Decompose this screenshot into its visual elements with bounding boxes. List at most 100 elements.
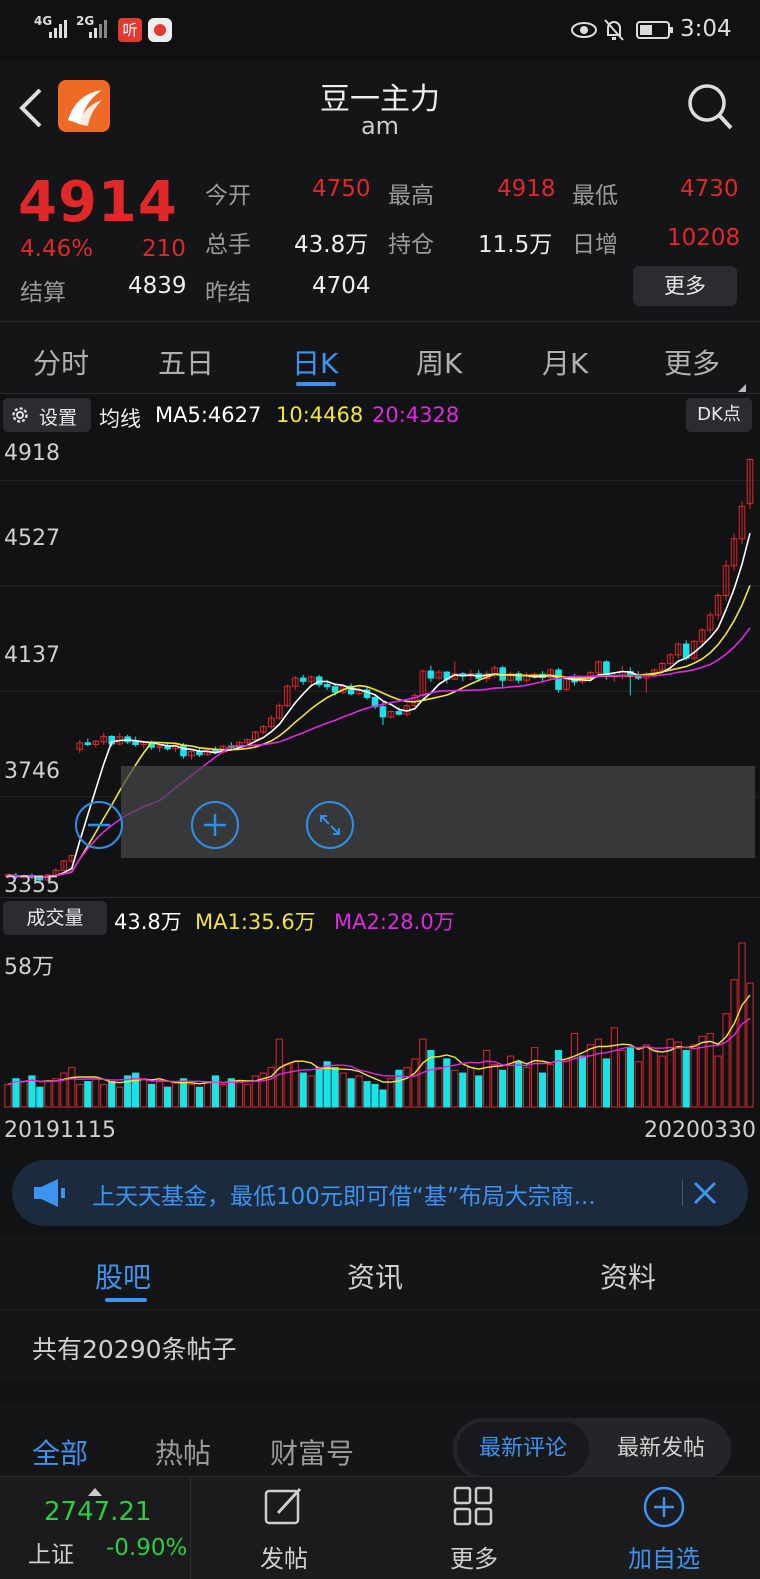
settle-label: 结算 [20, 280, 66, 306]
tab-more[interactable]: 更多 [664, 347, 721, 380]
back-icon[interactable] [16, 86, 46, 134]
candle-body [100, 735, 108, 743]
promo-banner[interactable]: 上天天基金，最低100元即可借“基”布局大宗商... [12, 1160, 748, 1226]
settings-button[interactable]: 设置 [3, 398, 91, 432]
bell-off-icon [602, 17, 626, 49]
candle-body [722, 565, 730, 596]
volume-bar [554, 1049, 563, 1108]
nav-add-watchlist[interactable]: 加自选 [604, 1485, 724, 1575]
candle-body [427, 670, 435, 679]
volume-bar [411, 1058, 419, 1108]
volume-bar [690, 1044, 698, 1108]
volume-bar [132, 1072, 140, 1108]
ma5-value: MA5:4627 [155, 403, 262, 427]
volume-bar [68, 1066, 76, 1108]
tab-five-day[interactable]: 五日 [158, 347, 215, 380]
volume-bar [491, 1064, 499, 1108]
volume-bar [251, 1075, 259, 1108]
volume-bar [714, 1055, 722, 1108]
signal-icon-2 [88, 18, 110, 40]
price-axis-label: 3355 [4, 873, 60, 898]
index-value[interactable]: 2747.21 [44, 1497, 152, 1527]
candle-body [283, 685, 291, 707]
kline-chart[interactable]: 4918 4527 4137 3746 3355 [0, 437, 760, 898]
fullscreen-icon[interactable] [305, 800, 355, 854]
nav-post[interactable]: 发帖 [224, 1485, 344, 1575]
volume-bar [331, 1066, 339, 1108]
index-name[interactable]: 上证 [28, 1542, 74, 1568]
volume-bar [203, 1081, 212, 1108]
price-axis-label: 3746 [4, 759, 60, 784]
volume-bar [147, 1083, 156, 1108]
zoom-out-icon[interactable] [74, 800, 124, 854]
app-logo [58, 80, 110, 132]
volume-bar [339, 1072, 347, 1108]
candle-body [291, 677, 299, 687]
candle-body [92, 740, 100, 745]
volume-bar [28, 1075, 36, 1108]
date-axis-start: 20191115 [4, 1118, 116, 1143]
candle-body [60, 860, 68, 871]
prev-settle-label: 昨结 [205, 280, 251, 306]
volume-indicator-button[interactable]: 成交量 [3, 901, 107, 935]
status-bar: 4G 2G 听 3:04 [0, 0, 760, 60]
price-axis-label: 4137 [4, 643, 60, 668]
nav-more[interactable]: 更多 [414, 1485, 534, 1575]
nav-divider [190, 1477, 191, 1579]
section-tabs: 股吧 资讯 资料 [0, 1236, 760, 1310]
tab-intraday[interactable]: 分时 [33, 347, 90, 380]
filter-hot[interactable]: 热帖 [155, 1437, 212, 1470]
close-icon[interactable] [692, 1180, 718, 1210]
sort-latest-comment[interactable]: 最新评论 [457, 1422, 589, 1476]
candle-body [395, 711, 403, 715]
volume-bar [187, 1083, 196, 1108]
volume-bar [427, 1049, 435, 1108]
candle-body [515, 673, 522, 681]
volume-bar [483, 1049, 491, 1108]
volume-bar [259, 1072, 267, 1108]
tab-guba[interactable]: 股吧 [95, 1261, 152, 1294]
filter-wealth[interactable]: 财富号 [270, 1437, 355, 1470]
volume-bar [602, 1058, 611, 1108]
candle-body [658, 662, 666, 671]
volume-chart[interactable]: 58万 [0, 939, 760, 1111]
zoom-in-icon[interactable] [190, 800, 240, 854]
battery-icon [636, 20, 676, 46]
volume-bar [371, 1083, 379, 1108]
more-quote-button[interactable]: 更多 [633, 266, 737, 306]
volume-bar [76, 1083, 84, 1108]
candle-body [730, 538, 738, 567]
volume-bar [92, 1078, 100, 1108]
tab-profile[interactable]: 资料 [600, 1261, 657, 1294]
app-notification-badge: 听 [118, 18, 142, 42]
tab-daily-k[interactable]: 日K [292, 347, 339, 380]
filter-all[interactable]: 全部 [32, 1437, 89, 1470]
volume-bar [387, 1078, 395, 1108]
candle-body [76, 742, 84, 750]
search-icon[interactable] [686, 82, 734, 138]
volume-bar [12, 1078, 20, 1108]
ma10-value: 10:4468 [276, 403, 364, 427]
dk-point-button[interactable]: DK点 [686, 398, 752, 432]
candle-body [84, 742, 92, 745]
volume-bar [419, 1038, 427, 1108]
open-label: 今开 [205, 183, 251, 209]
sort-latest-post[interactable]: 最新发帖 [616, 1436, 705, 1461]
volume-bar [283, 1064, 291, 1108]
volume-bar [395, 1069, 403, 1108]
tab-weekly-k[interactable]: 周K [416, 347, 463, 380]
tab-monthly-k[interactable]: 月K [542, 347, 589, 380]
volume-bar [124, 1075, 132, 1108]
index-change[interactable]: -0.90% [106, 1535, 188, 1561]
tab-news[interactable]: 资讯 [347, 1261, 404, 1294]
candle-body [347, 685, 355, 695]
volume-bar [467, 1066, 475, 1108]
high-label: 最高 [388, 183, 434, 209]
volume-bar [451, 1069, 459, 1108]
page-title: 豆一主力 [320, 82, 440, 117]
volume-bar [706, 1032, 714, 1108]
candle-body [706, 614, 714, 631]
volume-bar [4, 1083, 12, 1108]
candle-body [307, 676, 315, 682]
period-tabs: 分时 五日 日K 周K 月K 更多 [0, 322, 760, 394]
